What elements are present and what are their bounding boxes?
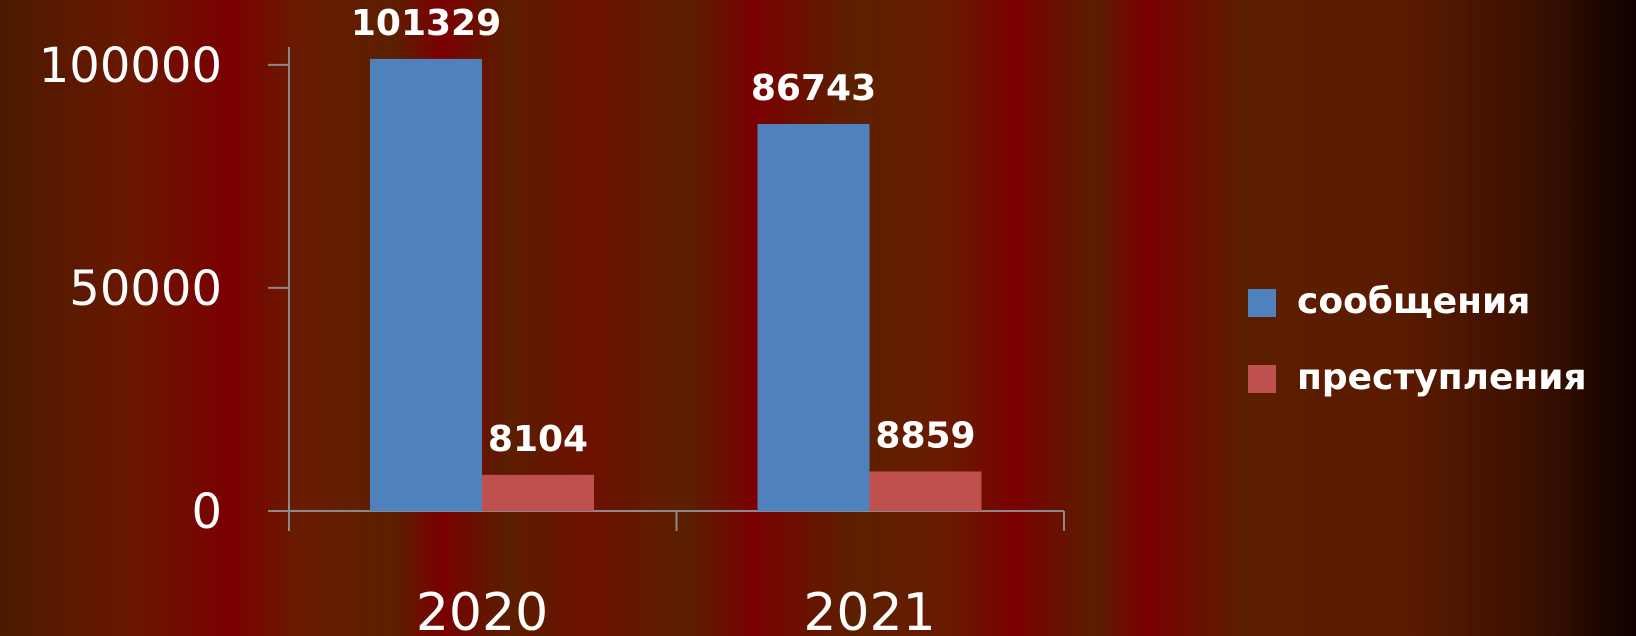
bar: [869, 471, 982, 511]
data-label: 8859: [875, 415, 975, 456]
y-tick-label: 100000: [39, 38, 222, 94]
data-label: 101329: [351, 3, 501, 44]
legend-swatch: [1248, 289, 1276, 317]
x-tick-label: 2020: [416, 583, 548, 636]
bar: [482, 474, 594, 511]
bar: [757, 123, 870, 511]
legend-label: сообщения: [1297, 281, 1530, 322]
y-tick-label: 50000: [69, 261, 222, 317]
legend-swatch: [1248, 365, 1276, 393]
data-label: 86743: [751, 68, 876, 109]
legend-label: преступления: [1297, 357, 1587, 398]
x-tick-label: 2021: [803, 583, 935, 636]
bar: [370, 58, 482, 511]
y-tick-label: 0: [191, 484, 222, 540]
data-label: 8104: [488, 419, 588, 460]
